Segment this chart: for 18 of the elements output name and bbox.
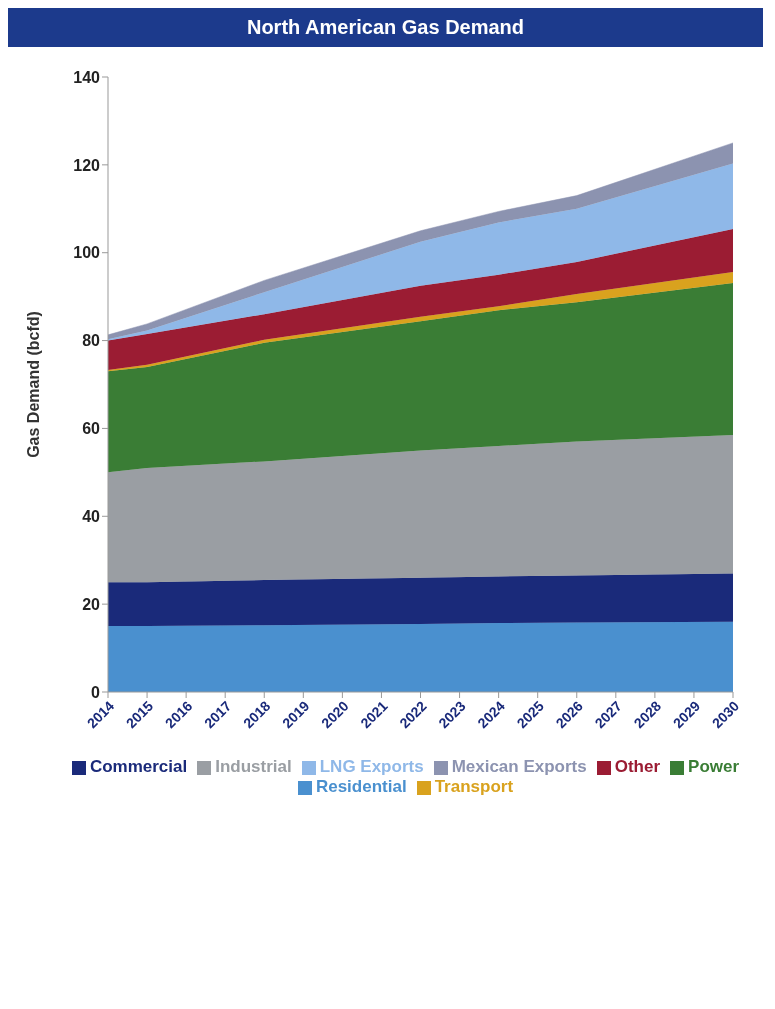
legend-label: Industrial	[215, 757, 292, 776]
legend-label: Transport	[434, 777, 514, 796]
y-tick-label: 40	[82, 507, 101, 525]
y-tick-label: 20	[82, 595, 101, 613]
y-tick-label: 120	[73, 156, 101, 174]
y-tick-label: 60	[82, 420, 101, 438]
y-tick-label: 100	[73, 244, 101, 262]
y-tick-label: 80	[82, 332, 101, 350]
legend-label: Commercial	[89, 757, 188, 776]
y-tick-label: 140	[73, 68, 101, 86]
legend-label: LNG Exports	[319, 757, 424, 776]
legend-label: Other	[614, 757, 661, 776]
legend-label: Mexican Exports	[451, 757, 587, 776]
legend-label: Residential	[315, 777, 407, 796]
y-tick-label: 0	[91, 683, 101, 701]
y-axis-title: Gas Demand (bcfd)	[24, 311, 42, 458]
legend-label: Power	[688, 757, 740, 776]
chart-title: North American Gas Demand	[8, 8, 763, 47]
